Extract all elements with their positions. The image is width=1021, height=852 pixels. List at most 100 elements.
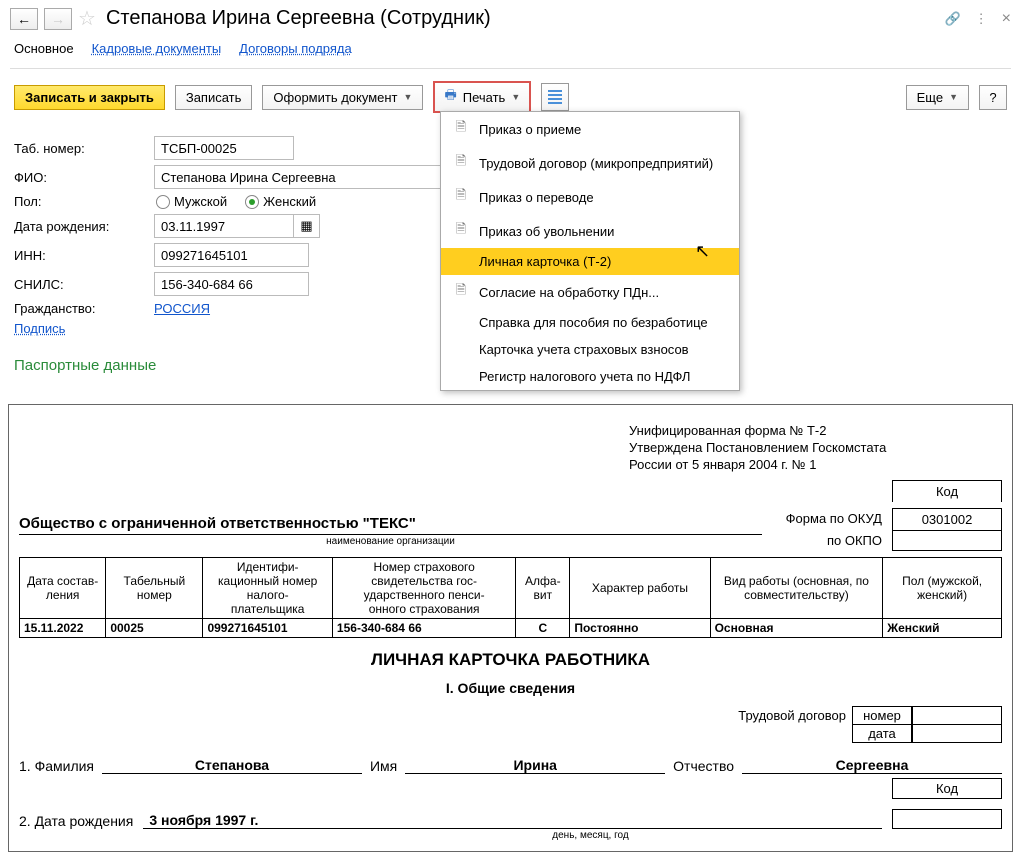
t2-header-cell: Алфа-вит bbox=[516, 557, 570, 618]
print-menu-item[interactable]: Карточка учета страховых взносов bbox=[441, 336, 739, 363]
dob-input[interactable]: 03.11.1997 bbox=[154, 214, 294, 238]
contract-date-label: дата bbox=[852, 724, 912, 743]
t2-header-cell: Пол (мужской, женский) bbox=[883, 557, 1002, 618]
document-icon: 🗎 bbox=[453, 118, 469, 140]
okpo-label: по ОКПО bbox=[817, 530, 892, 551]
list-icon bbox=[548, 88, 562, 106]
printer-icon: 🖶 bbox=[444, 86, 456, 108]
dob-sub: день, месяц, год bbox=[179, 830, 1002, 841]
okud-label: Форма по ОКУД bbox=[776, 508, 892, 531]
fam-num: 1. Фамилия bbox=[19, 758, 94, 774]
contract-num-label: номер bbox=[852, 706, 912, 725]
dob-value: 3 ноября 1997 г. bbox=[143, 812, 882, 829]
fio-label: ФИО: bbox=[14, 170, 154, 185]
snils-label: СНИЛС: bbox=[14, 277, 154, 292]
tabno-label: Таб. номер: bbox=[14, 141, 154, 156]
page-title: Степанова Ирина Сергеевна (Сотрудник) bbox=[106, 7, 491, 30]
t2-data-cell: Женский bbox=[883, 618, 1002, 637]
sex-label: Пол: bbox=[14, 194, 154, 209]
calendar-button[interactable]: ▦ bbox=[294, 214, 320, 238]
print-menu-label: Приказ об увольнении bbox=[479, 224, 614, 239]
print-menu-label: Карточка учета страховых взносов bbox=[479, 342, 689, 357]
inn-label: ИНН: bbox=[14, 248, 154, 263]
t2-data-cell: 156-340-684 66 bbox=[332, 618, 515, 637]
print-menu-label: Приказ о приеме bbox=[479, 122, 581, 137]
tab-main[interactable]: Основное bbox=[14, 41, 74, 56]
citizen-link[interactable]: РОССИЯ bbox=[154, 301, 210, 316]
print-menu-item[interactable]: Справка для пособия по безработице bbox=[441, 309, 739, 336]
kebab-menu-icon[interactable]: ⋮ bbox=[975, 11, 988, 27]
kod-header: Код bbox=[892, 480, 1002, 502]
t2-data-cell: С bbox=[516, 618, 570, 637]
form-line3: России от 5 января 2004 г. № 1 bbox=[629, 457, 1002, 474]
contract-label: Трудовой договор bbox=[738, 706, 846, 743]
contract-date-value bbox=[912, 724, 1002, 743]
t2-data-cell: 15.11.2022 bbox=[20, 618, 106, 637]
save-button[interactable]: Записать bbox=[175, 85, 253, 110]
t2-data-cell: 099271645101 bbox=[203, 618, 332, 637]
caret-down-icon: ▼ bbox=[404, 92, 413, 102]
print-menu-item[interactable]: Регистр налогового учета по НДФЛ bbox=[441, 363, 739, 390]
t2-data-cell: 00025 bbox=[106, 618, 203, 637]
name-lbl: Имя bbox=[370, 758, 397, 774]
print-menu-label: Личная карточка (Т-2) bbox=[479, 254, 611, 269]
org-name: Общество с ограниченной ответственностью… bbox=[19, 515, 762, 535]
tab-contracts[interactable]: Договоры подряда bbox=[239, 41, 352, 56]
print-menu-item[interactable]: 🗎 Приказ о приеме bbox=[441, 112, 739, 146]
okud-value: 0301002 bbox=[892, 508, 1002, 531]
nav-forward-button[interactable]: → bbox=[44, 8, 72, 30]
dob-num: 2. Дата рождения bbox=[19, 813, 133, 829]
patr-value: Сергеевна bbox=[742, 757, 1002, 774]
name-value: Ирина bbox=[405, 757, 665, 774]
print-menu-item[interactable]: 🗎Приказ о переводе bbox=[441, 180, 739, 214]
save-close-button[interactable]: Записать и закрыть bbox=[14, 85, 165, 110]
more-button[interactable]: Еще ▼ bbox=[906, 85, 969, 110]
doc-subtitle: I. Общие сведения bbox=[19, 680, 1002, 696]
print-menu-label: Справка для пособия по безработице bbox=[479, 315, 708, 330]
t2-main-table: Дата состав-ленияТабельный номерИдентифи… bbox=[19, 557, 1002, 638]
doc-title: ЛИЧНАЯ КАРТОЧКА РАБОТНИКА bbox=[19, 650, 1002, 670]
print-dropdown: 🗎 Приказ о приеме 🗎 Трудовой договор (микро… bbox=[440, 111, 740, 391]
make-doc-button[interactable]: Оформить документ ▼ bbox=[262, 85, 423, 110]
print-menu-item[interactable]: 🗎 Трудовой договор (микропредприятий) bbox=[441, 146, 739, 180]
snils-input[interactable]: 156-340-684 66 bbox=[154, 272, 309, 296]
close-icon[interactable]: × bbox=[1002, 10, 1011, 28]
link-icon[interactable]: 🔗 bbox=[944, 11, 960, 27]
sex-male-radio[interactable]: Мужской bbox=[156, 194, 227, 209]
t2-header-cell: Характер работы bbox=[570, 557, 710, 618]
document-icon: 🗎 bbox=[453, 281, 469, 303]
document-icon: 🗎 bbox=[453, 152, 469, 174]
print-menu-label: Регистр налогового учета по НДФЛ bbox=[479, 369, 690, 384]
favorite-star-icon[interactable]: ☆ bbox=[78, 6, 96, 31]
okpo-value bbox=[892, 530, 1002, 551]
inn-input[interactable]: 099271645101 bbox=[154, 243, 309, 267]
help-button[interactable]: ? bbox=[979, 85, 1007, 110]
t2-header-cell: Дата состав-ления bbox=[20, 557, 106, 618]
document-icon: 🗎 bbox=[453, 220, 469, 242]
signature-link[interactable]: Подпись bbox=[14, 321, 65, 336]
nav-back-button[interactable]: ← bbox=[10, 8, 38, 30]
print-menu-item[interactable]: Личная карточка (Т-2) bbox=[441, 248, 739, 275]
t2-data-cell: Основная bbox=[710, 618, 883, 637]
t2-data-cell: Постоянно bbox=[570, 618, 710, 637]
print-button[interactable]: 🖶 Печать ▼ bbox=[433, 81, 531, 113]
dob-code-box bbox=[892, 809, 1002, 829]
t2-header-cell: Вид работы (основная, по совместительств… bbox=[710, 557, 883, 618]
print-menu-label: Приказ о переводе bbox=[479, 190, 594, 205]
dob-label: Дата рождения: bbox=[14, 219, 154, 234]
org-sub: наименование организации bbox=[19, 536, 762, 547]
citizen-label: Гражданство: bbox=[14, 301, 154, 316]
contract-num-value bbox=[912, 706, 1002, 725]
print-menu-item[interactable]: 🗎 Приказ об увольнении bbox=[441, 214, 739, 248]
form-line1: Унифицированная форма № Т-2 bbox=[629, 423, 1002, 440]
print-menu-label: Согласие на обработку ПДн... bbox=[479, 285, 659, 300]
print-menu-item[interactable]: 🗎 Согласие на обработку ПДн... bbox=[441, 275, 739, 309]
list-view-button[interactable] bbox=[541, 83, 569, 111]
caret-down-icon: ▼ bbox=[511, 92, 520, 102]
tab-hr-docs[interactable]: Кадровые документы bbox=[92, 41, 222, 56]
patr-lbl: Отчество bbox=[673, 758, 734, 774]
print-menu-label: Трудовой договор (микропредприятий) bbox=[479, 156, 713, 171]
tabno-input[interactable]: ТСБП-00025 bbox=[154, 136, 294, 160]
form-line2: Утверждена Постановлением Госкомстата bbox=[629, 440, 1002, 457]
sex-female-radio[interactable]: Женский bbox=[245, 194, 316, 209]
